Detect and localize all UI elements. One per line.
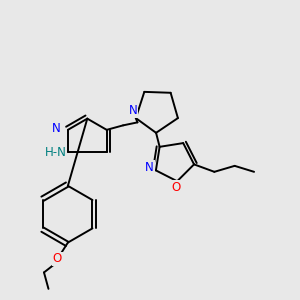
Text: N: N <box>52 122 61 135</box>
Text: H-N: H-N <box>44 146 66 159</box>
Text: N: N <box>145 161 154 174</box>
Text: O: O <box>171 181 180 194</box>
Text: N: N <box>128 104 137 117</box>
Text: O: O <box>53 253 62 266</box>
